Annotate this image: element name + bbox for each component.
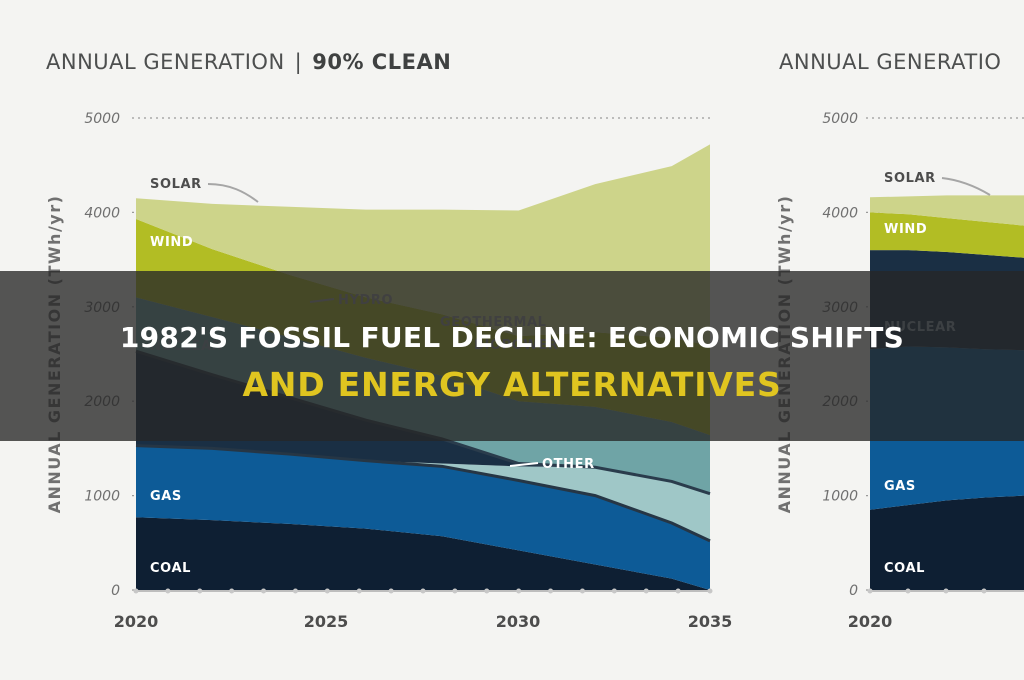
x-tick-label: 2030 — [496, 612, 541, 631]
x-tick-dot — [165, 588, 171, 594]
banner-title-line1: 1982'S FOSSIL FUEL DECLINE: ECONOMIC SHI… — [119, 321, 905, 354]
y-tick-label: 1000 — [84, 489, 120, 505]
label-coal: COAL — [150, 561, 191, 576]
x-tick-dot — [675, 588, 681, 594]
title-banner: 1982'S FOSSIL FUEL DECLINE: ECONOMIC SHI… — [0, 271, 1024, 441]
area-coal — [136, 517, 710, 590]
other-leader — [509, 462, 539, 467]
x-tick-dot — [905, 588, 911, 594]
label-wind-right: WIND — [884, 222, 927, 237]
x-tick-dot — [261, 588, 267, 594]
x-tick-dot — [420, 588, 426, 594]
y-tick-label: 1000 — [822, 489, 858, 505]
x-tick-dot — [611, 588, 617, 594]
chart-title-left: ANNUAL GENERATION | 90% CLEAN — [46, 50, 451, 74]
chart-title-bold: 90% CLEAN — [312, 50, 452, 74]
x-tick-dot — [643, 588, 649, 594]
label-gas: GAS — [150, 489, 182, 504]
area-gas — [136, 445, 710, 590]
x-tick-dot — [867, 588, 873, 594]
x-tick-dot — [707, 588, 713, 594]
label-other: OTHER — [542, 457, 595, 472]
solar-leader-right — [941, 177, 991, 196]
x-tick-dot — [197, 588, 203, 594]
x-tick-dot — [388, 588, 394, 594]
x-tick-dot — [356, 588, 362, 594]
y-tick-label: 5000 — [84, 111, 120, 127]
x-tick-dot — [452, 588, 458, 594]
y-tick-label: 4000 — [84, 205, 120, 221]
x-tick-label: 2025 — [304, 612, 349, 631]
x-tick-dot — [516, 588, 522, 594]
y-tick-label: 0 — [849, 583, 858, 599]
x-tick-dot — [229, 588, 235, 594]
solar-leader — [207, 183, 259, 203]
y-tick-label: 4000 — [822, 205, 858, 221]
x-tick-dot — [981, 588, 987, 594]
label-solar-right: SOLAR — [884, 171, 936, 186]
x-tick-dot — [484, 588, 490, 594]
x-tick-dot — [133, 588, 139, 594]
x-tick-dot — [292, 588, 298, 594]
label-gas-right: GAS — [884, 479, 916, 494]
x-tick-label: 2035 — [688, 612, 733, 631]
chart-title-prefix-right: ANNUAL GENERATIO — [779, 50, 1002, 74]
x-tick-label: 2020 — [848, 612, 893, 631]
y-tick-label: 0 — [111, 583, 120, 599]
x-tick-label: 2020 — [114, 612, 159, 631]
area-other — [136, 445, 710, 541]
chart-title-prefix: ANNUAL GENERATION — [46, 50, 285, 74]
y-tick-label: 5000 — [822, 111, 858, 127]
x-tick-dot — [324, 588, 330, 594]
label-coal-right: COAL — [884, 561, 925, 576]
area-solar — [870, 195, 1024, 226]
title-separator: | — [294, 50, 303, 74]
x-tick-dot — [579, 588, 585, 594]
area-wind — [870, 212, 1024, 258]
chart-title-right: ANNUAL GENERATIO — [779, 50, 1001, 74]
area-coal — [870, 495, 1024, 590]
x-tick-dot — [548, 588, 554, 594]
gas-boundary-line — [135, 444, 711, 543]
x-tick-dot — [943, 588, 949, 594]
banner-title-line2: AND ENERGY ALTERNATIVES — [242, 365, 782, 404]
label-solar: SOLAR — [150, 177, 202, 192]
label-wind: WIND — [150, 235, 193, 250]
